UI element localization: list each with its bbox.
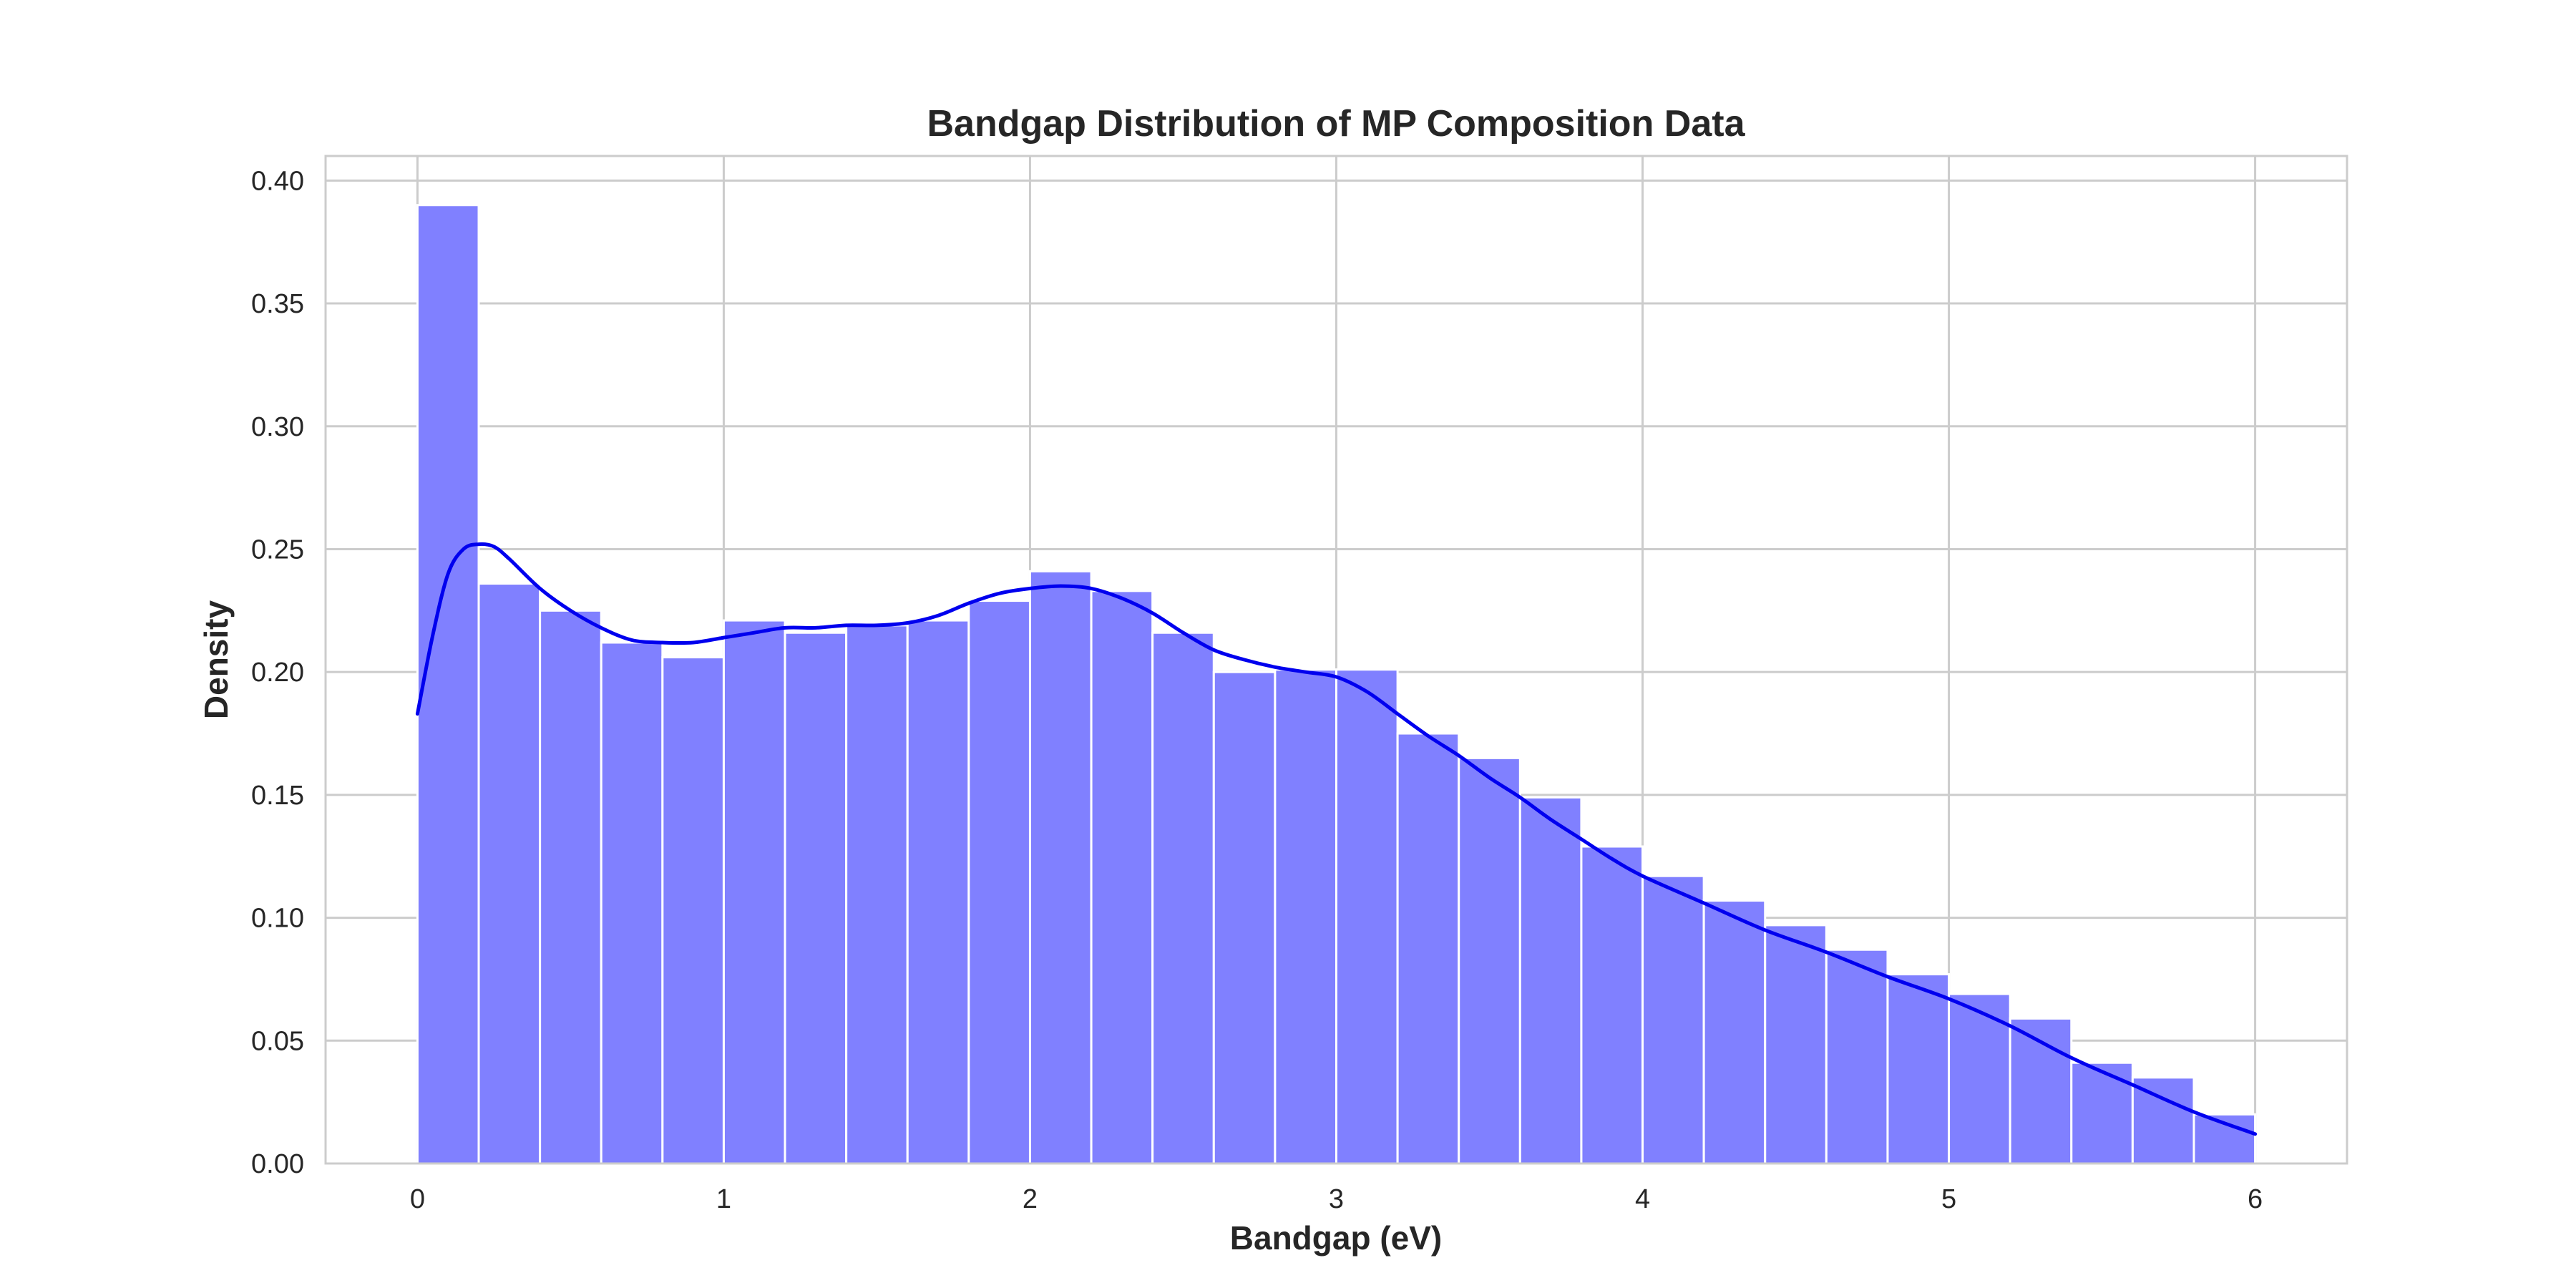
x-tick-label: 3 xyxy=(1329,1184,1344,1214)
histogram-bar xyxy=(967,600,1031,1165)
histogram-bar xyxy=(1948,992,2011,1165)
x-tick-label: 2 xyxy=(1023,1184,1038,1214)
histogram-bar xyxy=(1580,845,1644,1165)
kde-curve-group xyxy=(415,542,2258,1136)
histogram-bar xyxy=(1518,796,1583,1165)
y-tick-label: 0.15 xyxy=(251,781,304,811)
y-tick-labels: 0.00 0.05 0.10 0.15 0.20 0.25 0.30 0.35 0.40 xyxy=(251,166,304,1179)
x-tick-label: 5 xyxy=(1941,1184,1956,1214)
plot-frame xyxy=(324,155,2348,1165)
y-tick-label: 0.30 xyxy=(251,412,304,442)
y-tick-label: 0.35 xyxy=(251,289,304,319)
histogram-bar xyxy=(845,624,909,1165)
histogram-bar xyxy=(1458,756,1521,1165)
y-tick-label: 0.20 xyxy=(251,658,304,688)
y-tick-label: 0.05 xyxy=(251,1026,304,1056)
histogram-bar xyxy=(477,582,542,1165)
x-tick-label: 4 xyxy=(1635,1184,1650,1214)
chart-title: Bandgap Distribution of MP Composition D… xyxy=(927,103,1745,145)
kde-curve xyxy=(415,542,2258,1136)
x-tick-label: 1 xyxy=(716,1184,731,1214)
histogram-bar xyxy=(1825,948,1889,1165)
histogram-bar xyxy=(2070,1061,2134,1165)
histogram-bar xyxy=(906,619,970,1165)
histogram-bar xyxy=(784,631,848,1165)
histogram-bar xyxy=(1212,670,1277,1165)
y-tick-label: 0.10 xyxy=(251,904,304,934)
histogram-bar xyxy=(1641,874,1705,1165)
histogram-bar xyxy=(1764,924,1828,1165)
histogram-bar xyxy=(416,204,480,1165)
histogram-bar xyxy=(1274,668,1337,1165)
histogram-bar xyxy=(1090,590,1154,1165)
x-tick-label: 0 xyxy=(410,1184,425,1214)
histogram-bar xyxy=(1396,732,1460,1165)
histogram-bar xyxy=(1335,668,1399,1165)
histogram-bar xyxy=(1702,899,1767,1165)
x-axis-label: Bandgap (eV) xyxy=(1230,1219,1442,1257)
histogram-bar xyxy=(722,619,786,1165)
histogram-bar xyxy=(539,609,602,1165)
histogram-bar xyxy=(1028,570,1093,1165)
y-tick-label: 0.40 xyxy=(251,166,304,196)
histogram-bars xyxy=(416,204,2257,1165)
histogram-bar xyxy=(600,641,664,1165)
y-axis-label: Density xyxy=(197,600,235,720)
histogram-bar xyxy=(1886,973,1951,1165)
y-tick-label: 0.00 xyxy=(251,1149,304,1179)
histogram-bar xyxy=(1151,631,1215,1165)
x-tick-label: 6 xyxy=(2248,1184,2263,1214)
x-tick-labels: 0 1 2 3 4 5 6 xyxy=(410,1184,2263,1214)
y-tick-label: 0.25 xyxy=(251,535,304,565)
histogram-bar xyxy=(661,656,725,1165)
